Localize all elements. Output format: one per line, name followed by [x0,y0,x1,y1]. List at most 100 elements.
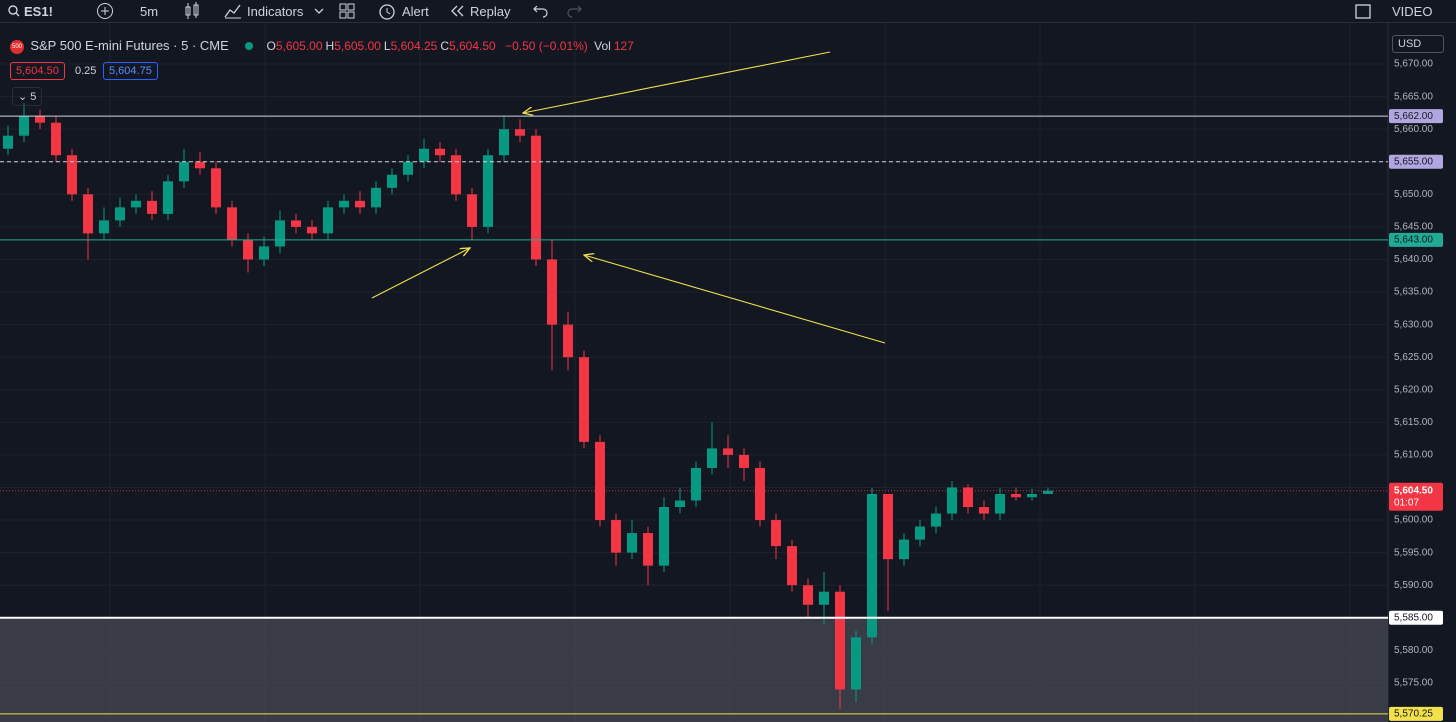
candle-body [387,174,397,188]
vol-key: Vol [594,39,611,53]
candle-body [435,148,445,156]
candle-body [515,129,525,136]
last-price-tag [1389,482,1443,511]
price-line-tag [1389,109,1443,124]
candle-body [691,467,701,501]
y-tick-label: 5,615.00 [1394,417,1433,428]
ohlc-value: 5,605.00 [334,39,381,53]
alert[interactable]: Alert [402,4,429,19]
candle-body [259,246,269,260]
ohlc-key: H [325,39,335,53]
candle-body [563,324,573,358]
y-tick-label: 5,580.00 [1394,645,1433,656]
candle-body [531,135,541,260]
price-axis [1388,23,1448,722]
layouts[interactable] [339,3,355,19]
candle-body [291,220,301,227]
replay-icon[interactable] [450,5,466,17]
chevron[interactable] [314,7,324,15]
ohlc-key: O [266,39,276,53]
replay[interactable]: Replay [470,4,511,19]
search-icon[interactable] [8,5,20,17]
y-tick-label: 5,590.00 [1394,580,1433,591]
chart: 5,575.00 5,580.00 5,585.00 5,590.00 5,595.00… [0,23,1456,722]
candle-body [163,181,173,214]
y-tick-label: 5,640.00 [1394,254,1433,265]
ohlc-value: 5,605.00 [275,39,323,53]
bid[interactable]: 5,604.50 [10,62,65,80]
candle-body [771,520,781,547]
candle-body [67,155,77,195]
toolbar: ES1! 5m Indicators Alert Replay VIDEO [0,0,1456,23]
add-symbol[interactable] [96,2,114,20]
candle-body [1011,493,1021,498]
symbol[interactable]: ES1! [24,4,53,19]
candle-body [371,187,381,208]
y-tick-label: 5,645.00 [1394,222,1433,233]
chart-type[interactable] [184,2,200,20]
candle-body [851,637,861,690]
candle-body [483,155,493,227]
candle-body [307,226,317,234]
candle-body [195,161,205,169]
alert-icon[interactable] [378,2,396,20]
candle-body [979,507,989,514]
candle-body [227,207,237,240]
annotation-arrow [584,255,886,344]
candle-body [627,533,637,553]
y-tick-label: 5,600.00 [1394,515,1433,526]
price-line-label: 5,655.00 [1394,156,1433,167]
video[interactable]: VIDEO [1392,4,1433,19]
candle-body [643,533,653,566]
ohlc-value: 5,604.25 [390,39,438,53]
candle-body [755,467,765,521]
candle-body [803,585,813,605]
candle-body [995,493,1005,514]
price-line-label: 5,570.25 [1394,708,1433,719]
candle-body [675,500,685,508]
y-tick-label: 5,625.00 [1394,352,1433,363]
candle-body [579,357,589,442]
y-tick-label: 5,660.00 [1394,124,1433,135]
ohlc-key: L [383,39,391,53]
y-tick-label: 5,665.00 [1394,91,1433,102]
candle-body [19,116,29,136]
indicators-icon[interactable] [224,3,242,19]
change: −0.50 (−0.01%) [505,39,588,53]
candle-body [35,116,45,123]
candle-body [339,200,349,208]
spread: 0.25 [75,65,97,77]
candle-body [883,493,893,560]
candle-body [739,454,749,468]
price-line-tag [1389,232,1443,247]
undo[interactable] [533,4,549,18]
annotation-arrow [523,51,831,113]
candle-body [179,161,189,182]
candle-body [419,148,429,162]
zone [0,617,1388,722]
indicators[interactable]: Indicators [247,4,304,19]
ask[interactable]: 5,604.75 [103,62,158,80]
collapse[interactable]: ⌄ 5 [12,87,43,106]
y-tick-label: 5,630.00 [1394,319,1433,330]
candle-body [915,526,925,540]
last-price-countdown: 01:07 [1394,497,1419,508]
y-tick-label: 5,635.00 [1394,287,1433,298]
candle-body [211,168,221,208]
redo[interactable] [566,4,582,18]
fullscreen[interactable] [1355,4,1371,20]
candle-body [1027,493,1037,498]
legend-title: S&P 500 E-mini Futures · 5 · CME [30,38,229,53]
interval[interactable]: 5m [140,4,159,19]
status-dot [245,42,254,50]
price-line-tag [1389,610,1443,625]
price-line-tag [1389,154,1443,169]
candle-body [115,207,125,221]
annotation-arrow [371,248,470,299]
candle-body [83,194,93,234]
candle-body [819,591,829,605]
y-tick-label: 5,595.00 [1394,547,1433,558]
ohlc: O5,605.00 H5,605.00 L5,604.25 C5,604.50 [266,39,498,53]
currency[interactable]: USD [1392,35,1444,53]
